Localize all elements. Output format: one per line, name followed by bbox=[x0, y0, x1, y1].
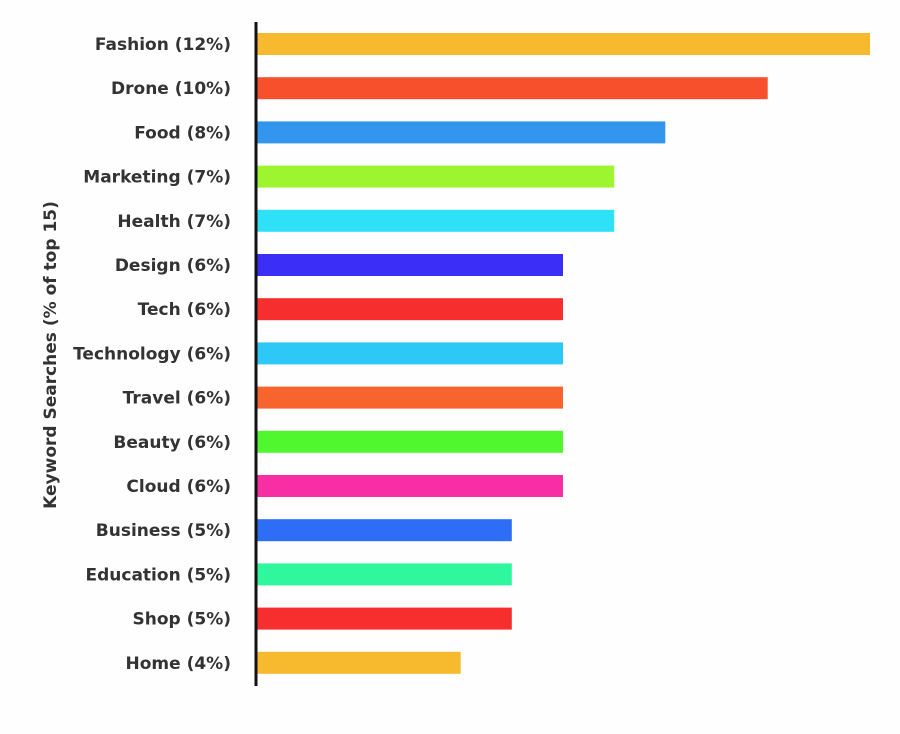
bar-beauty bbox=[256, 430, 563, 453]
category-label-design: Design (6%) bbox=[115, 256, 231, 276]
bar-health bbox=[256, 209, 615, 232]
bar-business bbox=[256, 519, 512, 542]
bar-education bbox=[256, 563, 512, 586]
category-label-technology: Technology (6%) bbox=[73, 344, 231, 364]
category-labels-layer: Fashion (12%) Drone (10%) Food (8%) Marketi… bbox=[73, 35, 231, 674]
category-label-tech: Tech (6%) bbox=[138, 300, 231, 320]
category-label-business: Business (5%) bbox=[96, 521, 231, 541]
category-label-cloud: Cloud (6%) bbox=[126, 477, 231, 497]
bar-drone bbox=[256, 77, 768, 100]
bar-food bbox=[256, 121, 666, 144]
category-label-marketing: Marketing (7%) bbox=[83, 168, 231, 188]
bar-tech bbox=[256, 298, 563, 321]
bar-home bbox=[256, 651, 461, 674]
category-label-education: Education (5%) bbox=[86, 565, 232, 585]
bar-technology bbox=[256, 342, 563, 365]
bar-shop bbox=[256, 607, 512, 630]
category-label-travel: Travel (6%) bbox=[123, 389, 231, 409]
category-label-home: Home (4%) bbox=[126, 654, 231, 674]
category-label-health: Health (7%) bbox=[117, 212, 231, 232]
bar-cloud bbox=[256, 475, 563, 497]
bar-marketing bbox=[256, 165, 615, 188]
bar-fashion bbox=[256, 33, 870, 55]
y-axis-title: Keyword Searches (% of top 15) bbox=[41, 201, 61, 509]
category-label-beauty: Beauty (6%) bbox=[113, 433, 231, 453]
bar-design bbox=[256, 254, 563, 276]
category-label-drone: Drone (10%) bbox=[111, 79, 231, 99]
bar-travel bbox=[256, 386, 563, 409]
bars-layer bbox=[256, 33, 870, 674]
category-label-shop: Shop (5%) bbox=[132, 610, 231, 630]
category-label-food: Food (8%) bbox=[134, 123, 231, 143]
category-label-fashion: Fashion (12%) bbox=[95, 35, 231, 55]
